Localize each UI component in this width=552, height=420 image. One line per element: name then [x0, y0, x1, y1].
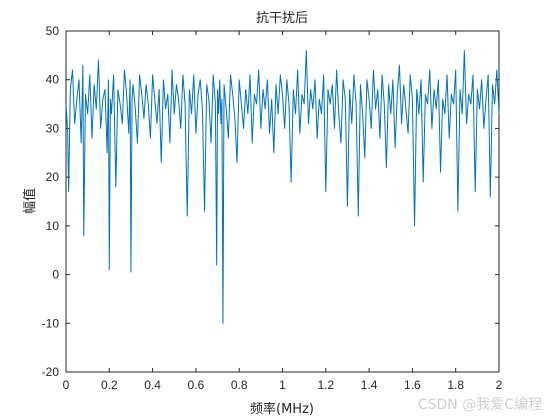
y-tick-label: 30: [46, 121, 60, 135]
plot-area: [65, 30, 500, 373]
y-tick-label: 20: [46, 170, 60, 184]
y-tick-label: 50: [46, 24, 60, 38]
x-tick-label: 0.2: [101, 378, 118, 392]
axis-ticks: 0 0.2 0.4 0.6 0.8 1 1.2 1.4 1.6 1.8 2 -20 -10 0 10 20 30…: [42, 24, 503, 392]
x-tick-label: 1: [279, 378, 286, 392]
x-tick-label: 0.4: [144, 378, 161, 392]
y-tick-label: 10: [46, 219, 60, 233]
watermark: CSDN @我爱C编程: [417, 397, 542, 413]
x-tick-label: 1.6: [404, 378, 421, 392]
y-tick-label: 0: [52, 268, 59, 282]
y-axis-title: 幅值: [22, 188, 38, 214]
y-tick-label: 40: [46, 73, 60, 87]
x-tick-label: 1.8: [447, 378, 464, 392]
series-line: [65, 49, 500, 324]
x-tick-label: 1.2: [317, 378, 334, 392]
chart-title: 抗干扰后: [256, 11, 308, 26]
y-tick-label: -20: [42, 365, 60, 379]
x-axis-title: 频率(MHz): [250, 401, 314, 417]
x-tick-label: 0.8: [231, 378, 248, 392]
x-tick-label: 1.4: [361, 378, 378, 392]
x-tick-label: 0.6: [188, 378, 205, 392]
x-tick-label: 0: [63, 378, 70, 392]
x-tick-label: 2: [496, 378, 503, 392]
series-layer: [65, 49, 500, 324]
y-tick-label: -10: [42, 316, 60, 330]
